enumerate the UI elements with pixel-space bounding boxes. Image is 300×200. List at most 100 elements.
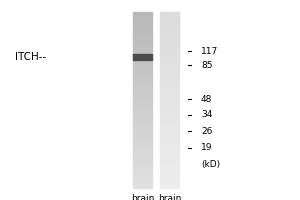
Bar xyxy=(133,98,152,100)
Bar xyxy=(160,76,179,78)
Bar xyxy=(133,60,152,63)
Bar xyxy=(160,74,179,76)
Bar xyxy=(133,155,152,157)
Bar xyxy=(160,78,179,80)
Bar xyxy=(133,87,152,89)
Bar xyxy=(133,102,152,104)
Bar xyxy=(133,177,152,179)
Bar xyxy=(160,98,179,100)
Bar xyxy=(133,157,152,159)
Bar xyxy=(160,115,179,118)
Bar xyxy=(160,34,179,36)
Bar xyxy=(133,34,152,36)
Bar xyxy=(160,89,179,91)
Bar xyxy=(133,49,152,52)
Bar xyxy=(133,148,152,151)
Bar xyxy=(133,173,152,175)
Bar xyxy=(133,76,152,78)
Bar xyxy=(160,93,179,96)
Bar xyxy=(160,12,179,14)
Bar xyxy=(160,56,179,58)
Bar xyxy=(160,47,179,49)
Bar xyxy=(160,82,179,85)
Text: 85: 85 xyxy=(201,60,212,70)
Bar xyxy=(133,85,152,87)
Bar xyxy=(133,82,152,85)
Bar xyxy=(133,124,152,126)
Bar xyxy=(160,14,179,16)
Text: (kD): (kD) xyxy=(201,160,220,168)
Bar xyxy=(133,159,152,162)
Bar xyxy=(160,129,179,131)
Bar xyxy=(160,120,179,122)
Bar xyxy=(133,38,152,41)
Bar xyxy=(160,186,179,188)
Bar xyxy=(160,170,179,173)
Bar xyxy=(160,27,179,30)
Bar xyxy=(133,107,152,109)
Bar xyxy=(133,137,152,140)
Bar xyxy=(133,12,152,14)
Bar xyxy=(160,43,179,45)
Bar xyxy=(160,54,179,56)
Bar xyxy=(133,115,152,118)
Bar xyxy=(133,41,152,43)
Bar xyxy=(160,181,179,184)
Bar xyxy=(133,129,152,131)
Bar xyxy=(133,45,152,47)
Bar xyxy=(133,122,152,124)
Bar xyxy=(133,151,152,153)
Bar xyxy=(160,63,179,65)
Bar xyxy=(133,91,152,93)
Bar xyxy=(160,21,179,23)
Bar xyxy=(133,100,152,102)
Bar xyxy=(160,140,179,142)
Bar xyxy=(160,118,179,120)
Bar xyxy=(133,146,152,148)
Bar xyxy=(160,151,179,153)
Bar xyxy=(160,16,179,19)
Bar xyxy=(160,159,179,162)
Bar xyxy=(160,126,179,129)
Bar xyxy=(133,162,152,164)
Bar xyxy=(160,173,179,175)
Bar xyxy=(133,89,152,91)
Bar xyxy=(160,146,179,148)
Bar xyxy=(133,153,152,155)
Bar xyxy=(160,179,179,181)
Bar xyxy=(160,100,179,102)
Bar xyxy=(160,36,179,38)
Bar xyxy=(160,71,179,74)
Bar xyxy=(160,111,179,113)
Bar xyxy=(160,135,179,137)
Bar xyxy=(133,32,152,34)
Bar xyxy=(133,30,152,32)
Bar xyxy=(160,168,179,170)
Bar xyxy=(133,126,152,129)
Bar xyxy=(133,181,152,184)
Bar xyxy=(133,78,152,80)
Bar xyxy=(133,133,152,135)
Bar xyxy=(133,56,152,58)
Bar xyxy=(133,131,152,133)
Text: 34: 34 xyxy=(201,110,212,119)
Bar xyxy=(133,142,152,144)
Bar xyxy=(133,67,152,69)
Text: brain: brain xyxy=(131,194,154,200)
Bar xyxy=(160,52,179,54)
Bar xyxy=(133,104,152,107)
Text: 117: 117 xyxy=(201,46,218,55)
Bar xyxy=(160,155,179,157)
Bar xyxy=(160,30,179,32)
Bar xyxy=(133,118,152,120)
Bar xyxy=(160,38,179,41)
Text: 19: 19 xyxy=(201,144,212,152)
Bar xyxy=(160,133,179,135)
Bar xyxy=(133,96,152,98)
Bar xyxy=(160,137,179,140)
Bar xyxy=(133,164,152,166)
Bar xyxy=(133,52,152,54)
Bar xyxy=(133,47,152,49)
Bar xyxy=(133,166,152,168)
Bar xyxy=(160,49,179,52)
